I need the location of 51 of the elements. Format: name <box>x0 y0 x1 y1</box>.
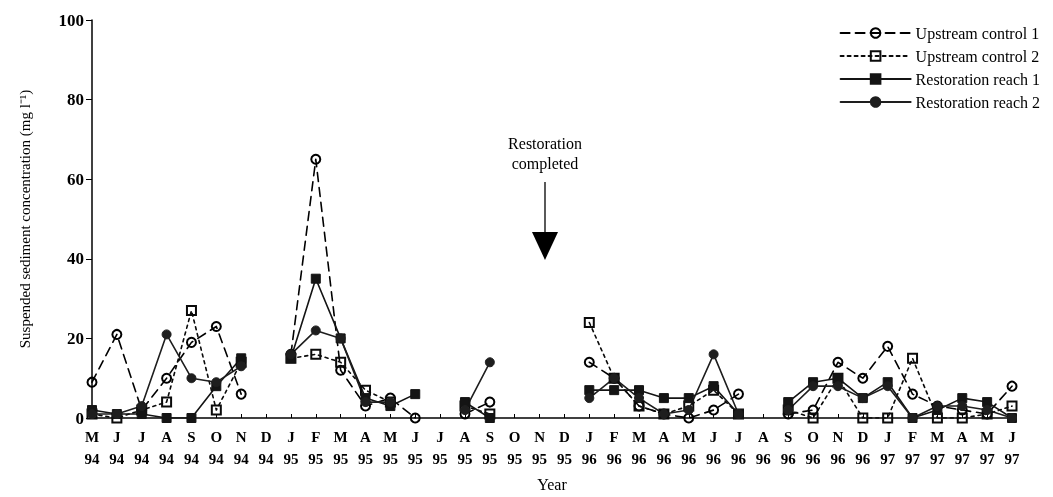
x-tick-label: F 95 <box>308 429 324 467</box>
x-tick-label: A 96 <box>656 429 672 467</box>
x-tick-label: J 95 <box>407 429 423 467</box>
x-tick-label: M 97 <box>979 429 996 467</box>
x-tick-label: S 96 <box>780 429 797 467</box>
legend-label: Restoration reach 1 <box>915 70 1041 88</box>
y-tick-label: 100 <box>58 10 84 30</box>
x-tick-label: N 95 <box>532 429 548 467</box>
x-tick-label: J 94 <box>109 429 125 467</box>
x-tick-label: J 97 <box>880 429 896 467</box>
x-tick-label: S 94 <box>183 429 200 467</box>
x-tick-label: A 96 <box>755 429 772 467</box>
x-tick-label: A 97 <box>954 429 971 467</box>
x-tick-label: J 95 <box>432 429 448 467</box>
x-tick-label: A 95 <box>457 429 473 467</box>
legend-label: Upstream control 1 <box>915 24 1040 43</box>
y-tick-label: 0 <box>75 408 84 428</box>
x-tick-label: M 96 <box>681 429 697 467</box>
x-tick-label: O 94 <box>208 429 225 467</box>
x-tick-label: F 96 <box>606 429 623 467</box>
x-tick-label: M 95 <box>333 429 349 467</box>
y-tick-label: 20 <box>67 328 84 348</box>
y-tick-label: 80 <box>67 90 84 110</box>
x-tick-label: J 97 <box>1004 429 1020 467</box>
x-tick-label: M 96 <box>631 429 648 467</box>
y-axis-title: Suspended sediment concentration (mg l⁻¹) <box>16 89 34 349</box>
annotation: Restoration completed <box>507 134 583 174</box>
x-tick-label: M 94 <box>84 429 100 467</box>
x-tick-label: D 94 <box>258 429 275 467</box>
x-tick-label: M 97 <box>929 429 946 467</box>
x-tick-label: S 95 <box>482 429 498 467</box>
x-tick-label: M 95 <box>382 429 398 467</box>
x-tick-label: N 96 <box>830 429 846 467</box>
y-tick-label: 60 <box>67 169 84 189</box>
x-tick-label: O 95 <box>507 429 523 467</box>
x-tick-label: J 95 <box>283 429 299 467</box>
x-tick-label: J 96 <box>581 429 598 467</box>
legend-label: Upstream control 2 <box>915 47 1040 66</box>
x-tick-label: F 97 <box>905 429 921 467</box>
x-axis-title: Year <box>537 475 568 493</box>
x-tick-label: A 95 <box>358 429 374 467</box>
x-tick-label: D 95 <box>556 429 572 467</box>
x-tick-label: J 96 <box>706 429 722 467</box>
y-tick-label: 40 <box>67 249 84 269</box>
x-tick-label: N 94 <box>233 429 250 467</box>
x-tick-label: D 96 <box>855 429 871 467</box>
x-tick-label: J 96 <box>730 429 747 467</box>
legend-label: Restoration reach 2 <box>915 93 1041 111</box>
x-tick-label: A 94 <box>159 429 175 467</box>
x-tick-label: O 96 <box>805 429 822 467</box>
x-tick-label: J 94 <box>134 429 150 467</box>
